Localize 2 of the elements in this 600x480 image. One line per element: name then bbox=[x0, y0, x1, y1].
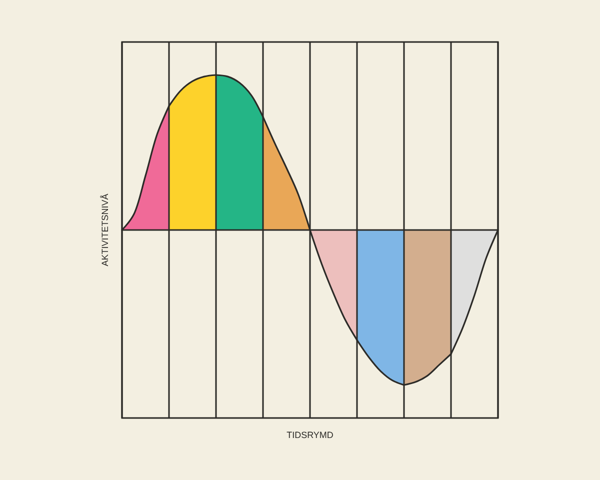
x-axis-title: TIDSRYMD bbox=[286, 430, 334, 440]
y-axis-title: AKTIVITETSNIVÅ bbox=[100, 194, 110, 266]
